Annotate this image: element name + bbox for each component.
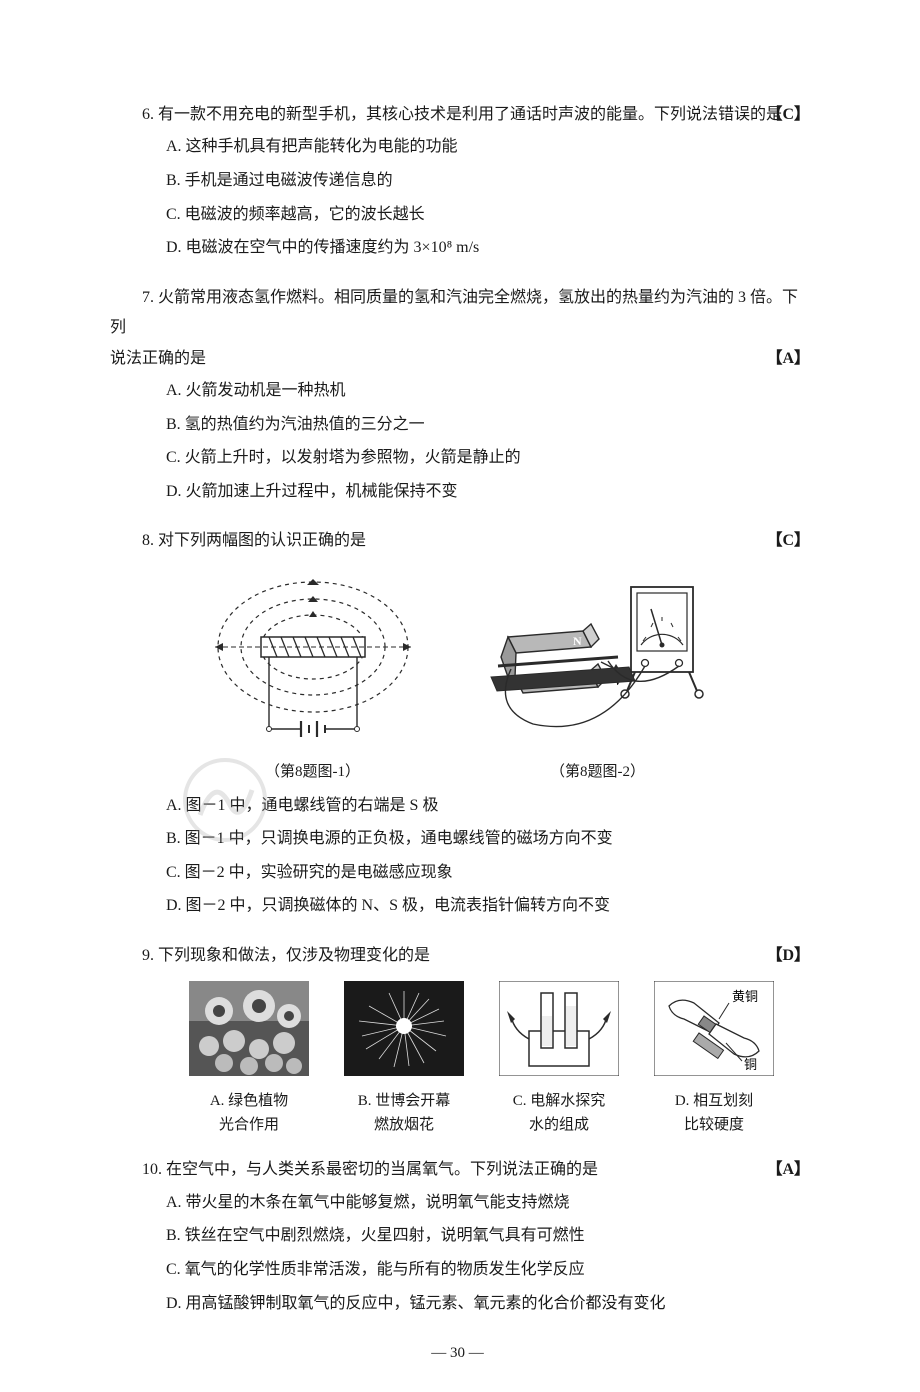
q10-options: A. 带火星的木条在氧气中能够复燃，说明氧气能支持燃烧 B. 铁丝在空气中剧烈燃… bbox=[110, 1186, 805, 1320]
label-N: N bbox=[573, 634, 582, 648]
q10-opt-c: C. 氧气的化学性质非常活泼，能与所有的物质发生化学反应 bbox=[166, 1253, 805, 1287]
q9-number: 9. bbox=[142, 947, 154, 964]
q9-c-line2: 水的组成 bbox=[529, 1117, 589, 1133]
q10-opt-d: D. 用高锰酸钾制取氧气的反应中，锰元素、氧元素的化合价都没有变化 bbox=[166, 1287, 805, 1321]
q8-fig1-caption: （第8题图-1） bbox=[203, 760, 423, 781]
q7-options: A. 火箭发动机是一种热机 B. 氢的热值约为汽油热值的三分之一 C. 火箭上升… bbox=[110, 374, 805, 508]
q8-figure-1: （第8题图-1） bbox=[203, 569, 423, 781]
q9-b-line2: 燃放烟花 bbox=[374, 1117, 434, 1133]
q10-answer: 【A】 bbox=[734, 1155, 810, 1185]
question-6: 6. 有一款不用充电的新型手机，其核心技术是利用了通话时声波的能量。下列说法错误… bbox=[110, 100, 805, 265]
q8-opt-c: C. 图－2 中，实验研究的是电磁感应现象 bbox=[166, 856, 805, 890]
q10-stem-text: 在空气中，与人类关系最密切的当属氧气。下列说法正确的是 bbox=[166, 1161, 598, 1178]
label-brass: 黄铜 bbox=[732, 989, 758, 1004]
q9-a-caption: A. 绿色植物 光合作用 bbox=[184, 1089, 314, 1137]
page-number: — 30 — bbox=[110, 1345, 805, 1362]
q7-opt-a: A. 火箭发动机是一种热机 bbox=[166, 374, 805, 408]
electrolysis-icon bbox=[499, 981, 619, 1076]
q8-number: 8. bbox=[142, 532, 154, 549]
q6-answer: 【C】 bbox=[734, 100, 810, 130]
q7-stem1-text: 火箭常用液态氢作燃料。相同质量的氢和汽油完全燃烧，氢放出的热量约为汽油的 3 倍… bbox=[110, 289, 798, 336]
q6-opt-a: A. 这种手机具有把声能转化为电能的功能 bbox=[166, 130, 805, 164]
q7-opt-b: B. 氢的热值约为汽油热值的三分之一 bbox=[166, 408, 805, 442]
question-10: 10. 在空气中，与人类关系最密切的当属氧气。下列说法正确的是 【A】 A. 带… bbox=[110, 1155, 805, 1320]
question-9: 9. 下列现象和做法，仅涉及物理变化的是 【D】 A. bbox=[110, 941, 805, 1137]
q9-item-a: A. 绿色植物 光合作用 bbox=[184, 981, 314, 1137]
solenoid-diagram bbox=[203, 569, 423, 754]
q7-number: 7. bbox=[142, 289, 154, 306]
q9-a-opt: A. bbox=[210, 1093, 225, 1109]
q8-fig2-caption: （第8题图-2） bbox=[483, 760, 713, 781]
q9-d-caption: D. 相互划刻 比较硬度 bbox=[649, 1089, 779, 1137]
q9-d-line1: 相互划刻 bbox=[693, 1093, 753, 1109]
q9-b-line1: 世博会开幕 bbox=[375, 1093, 450, 1109]
q8-figure-2: N S v bbox=[483, 569, 713, 781]
q9-d-opt: D. bbox=[675, 1093, 690, 1109]
q8-answer: 【C】 bbox=[734, 526, 810, 556]
q6-stem: 6. 有一款不用充电的新型手机，其核心技术是利用了通话时声波的能量。下列说法错误… bbox=[110, 100, 805, 130]
q6-stem-text: 有一款不用充电的新型手机，其核心技术是利用了通话时声波的能量。下列说法错误的是 bbox=[158, 106, 782, 123]
question-8: 8. 对下列两幅图的认识正确的是 【C】 bbox=[110, 526, 805, 923]
q7-opt-c: C. 火箭上升时，以发射塔为参照物，火箭是静止的 bbox=[166, 441, 805, 475]
q9-a-line2: 光合作用 bbox=[219, 1117, 279, 1133]
q6-options: A. 这种手机具有把声能转化为电能的功能 B. 手机是通过电磁波传递信息的 C.… bbox=[110, 130, 805, 264]
q9-answer: 【D】 bbox=[734, 941, 810, 971]
q7-stem1: 7. 火箭常用液态氢作燃料。相同质量的氢和汽油完全燃烧，氢放出的热量约为汽油的 … bbox=[110, 283, 805, 344]
q6-opt-d: D. 电磁波在空气中的传播速度约为 3×10⁸ m/s bbox=[166, 231, 805, 265]
q9-b-caption: B. 世博会开幕 燃放烟花 bbox=[339, 1089, 469, 1137]
q8-opt-d: D. 图－2 中，只调换磁体的 N、S 极，电流表指针偏转方向不变 bbox=[166, 889, 805, 923]
q7-answer: 【A】 bbox=[766, 344, 810, 374]
page: 6. 有一款不用充电的新型手机，其核心技术是利用了通话时声波的能量。下列说法错误… bbox=[0, 0, 920, 1392]
q9-images-row: A. 绿色植物 光合作用 bbox=[110, 981, 805, 1137]
q9-b-opt: B. bbox=[358, 1093, 372, 1109]
q8-options: A. 图－1 中，通电螺线管的右端是 S 极 B. 图－1 中，只调换电源的正负… bbox=[110, 789, 805, 923]
q9-item-c: C. 电解水探究 水的组成 bbox=[494, 981, 624, 1137]
q9-d-line2: 比较硬度 bbox=[684, 1117, 744, 1133]
q9-stem: 9. 下列现象和做法，仅涉及物理变化的是 【D】 bbox=[110, 941, 805, 971]
q6-number: 6. bbox=[142, 106, 154, 123]
sunflowers-icon bbox=[189, 981, 309, 1076]
q10-opt-b: B. 铁丝在空气中剧烈燃烧，火星四射，说明氧气具有可燃性 bbox=[166, 1219, 805, 1253]
q9-a-line1: 绿色植物 bbox=[228, 1093, 288, 1109]
q8-stem: 8. 对下列两幅图的认识正确的是 【C】 bbox=[110, 526, 805, 556]
q10-number: 10. bbox=[142, 1161, 162, 1178]
q9-item-b: B. 世博会开幕 燃放烟花 bbox=[339, 981, 469, 1137]
q10-stem: 10. 在空气中，与人类关系最密切的当属氧气。下列说法正确的是 【A】 bbox=[110, 1155, 805, 1185]
q7-stem2-text: 说法正确的是 bbox=[110, 350, 206, 367]
q6-opt-b: B. 手机是通过电磁波传递信息的 bbox=[166, 164, 805, 198]
q8-stem-text: 对下列两幅图的认识正确的是 bbox=[158, 532, 366, 549]
q9-item-d: 黄铜 铜 D. 相互划刻 比较硬度 bbox=[649, 981, 779, 1137]
q9-c-opt: C. bbox=[513, 1093, 527, 1109]
q6-opt-c: C. 电磁波的频率越高，它的波长越长 bbox=[166, 198, 805, 232]
q8-opt-b: B. 图－1 中，只调换电源的正负极，通电螺线管的磁场方向不变 bbox=[166, 822, 805, 856]
em-induction-diagram: N S v bbox=[483, 569, 713, 754]
q7-stem2: 说法正确的是 【A】 bbox=[110, 344, 805, 374]
q10-opt-a: A. 带火星的木条在氧气中能够复燃，说明氧气能支持燃烧 bbox=[166, 1186, 805, 1220]
scratch-test-icon: 黄铜 铜 bbox=[654, 981, 774, 1076]
q7-opt-d: D. 火箭加速上升过程中，机械能保持不变 bbox=[166, 475, 805, 509]
q8-figures: （第8题图-1） bbox=[110, 569, 805, 781]
q9-c-line1: 电解水探究 bbox=[530, 1093, 605, 1109]
q9-stem-text: 下列现象和做法，仅涉及物理变化的是 bbox=[158, 947, 430, 964]
label-copper: 铜 bbox=[744, 1057, 757, 1072]
fireworks-icon bbox=[344, 981, 464, 1076]
q9-c-caption: C. 电解水探究 水的组成 bbox=[494, 1089, 624, 1137]
q8-opt-a: A. 图－1 中，通电螺线管的右端是 S 极 bbox=[166, 789, 805, 823]
question-7: 7. 火箭常用液态氢作燃料。相同质量的氢和汽油完全燃烧，氢放出的热量约为汽油的 … bbox=[110, 283, 805, 509]
